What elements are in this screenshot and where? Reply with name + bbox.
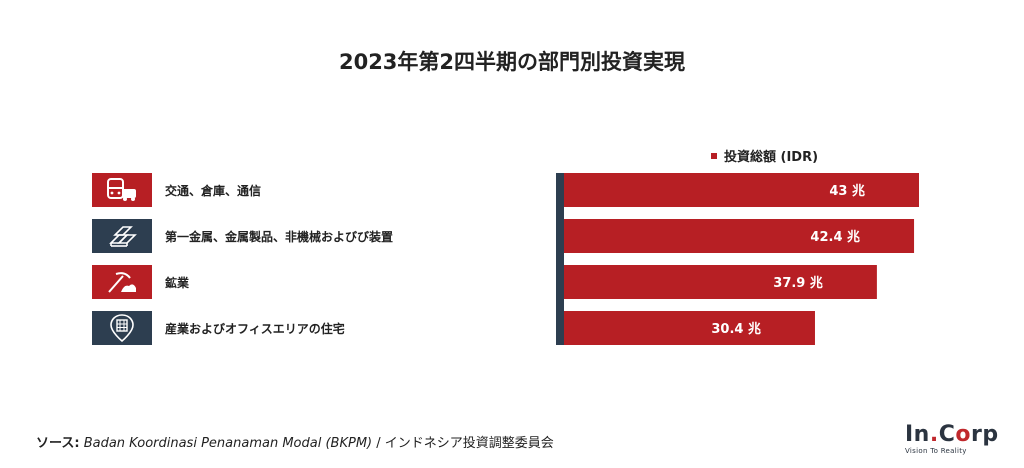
incorp-logo: In.Corp Vision To Reality: [905, 422, 1005, 456]
legend-swatch: [711, 152, 717, 159]
bar: [564, 265, 877, 299]
bar: [564, 311, 815, 345]
logo-text-a: In: [905, 422, 930, 447]
bar: [564, 219, 915, 253]
source-separator: /: [372, 436, 385, 451]
source-org-jp: インドネシア投資調整委員会: [384, 436, 554, 451]
pickaxe-icon: [92, 265, 152, 299]
bar-value-label: 42.4 兆: [810, 229, 860, 245]
category-label: 産業およびオフィスエリアの住宅: [165, 321, 345, 336]
bar-value-label: 43 兆: [829, 183, 865, 199]
bar-value-label: 37.9 兆: [773, 275, 823, 291]
chart-title: 2023年第2四半期の部門別投資実現: [338, 50, 686, 74]
legend-label: 投資総額 (IDR): [724, 150, 819, 165]
metal-bars-icon: [92, 219, 152, 253]
category-row: 産業およびオフィスエリアの住宅: [92, 311, 345, 345]
bar: [564, 173, 919, 207]
category-axis: [556, 173, 564, 345]
source-label: ソース:: [36, 436, 80, 451]
source-org: Badan Koordinasi Penanaman Modal (BKPM): [83, 436, 373, 451]
source-note: ソース: Badan Koordinasi Penanaman Modal (B…: [36, 432, 554, 451]
logo-text-b: C: [938, 422, 956, 447]
category-row: 第一金属、金属製品、非機械およびび装置: [92, 219, 393, 253]
bar-value-label: 30.4 兆: [711, 321, 761, 337]
category-row: 鉱業: [92, 265, 189, 299]
category-row: 交通、倉庫、通信: [92, 173, 261, 207]
building-pin-icon: [92, 311, 152, 345]
category-label: 第一金属、金属製品、非機械およびび装置: [165, 229, 394, 244]
logo-text-c: rp: [971, 422, 999, 447]
logo-o-icon: o: [955, 422, 971, 447]
category-label: 交通、倉庫、通信: [165, 183, 262, 198]
logo-dot: .: [929, 422, 939, 447]
bus-car-icon: [92, 173, 152, 207]
legend: 投資総額 (IDR): [711, 146, 818, 165]
category-label: 鉱業: [165, 275, 190, 290]
logo-tagline: Vision To Reality: [905, 447, 967, 455]
